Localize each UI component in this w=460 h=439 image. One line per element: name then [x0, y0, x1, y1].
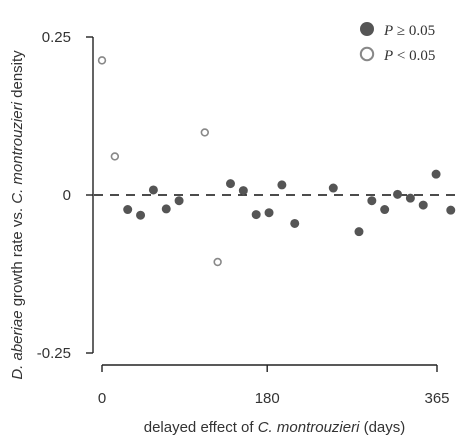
legend: P ≥ 0.05P < 0.05 — [359, 22, 435, 64]
y-tick-label: -0.25 — [37, 345, 71, 362]
point-filled — [277, 180, 287, 190]
y-axis-label-italic2: C. montrouzieri — [9, 101, 26, 203]
y-axis-label-italic1: D. aberiae — [9, 310, 26, 379]
legend-label-var: P — [383, 23, 393, 39]
point-filled — [431, 169, 441, 179]
x-axis-label-post: (days) — [359, 419, 405, 436]
point-open — [110, 152, 120, 161]
point-filled — [380, 205, 390, 215]
point-filled — [174, 196, 184, 206]
legend-label: P ≥ 0.05 — [383, 23, 435, 39]
point-filled — [148, 185, 158, 195]
x-tick-label: 365 — [424, 390, 449, 407]
data-points — [97, 56, 456, 267]
point-filled — [354, 227, 364, 237]
point-filled — [251, 210, 261, 220]
legend-marker-open — [359, 46, 375, 62]
x-axis-label: delayed effect of C. montrouzieri (days) — [144, 419, 406, 436]
point-filled — [123, 205, 133, 215]
y-tick-label: 0.25 — [42, 29, 71, 46]
point-filled — [264, 208, 274, 218]
legend-marker-filled — [360, 22, 374, 36]
axes: 0.25 0 -0.25 0 180 365 — [37, 29, 450, 407]
point-filled — [238, 186, 248, 196]
x-axis-label-pre: delayed effect of — [144, 419, 258, 436]
point-open — [97, 56, 107, 65]
legend-label-op: ≥ 0.05 — [393, 23, 435, 39]
point-filled — [418, 200, 428, 210]
legend-label-op: < 0.05 — [393, 48, 435, 64]
x-tick-label: 180 — [255, 390, 280, 407]
point-filled — [446, 205, 456, 215]
y-axis-label-mid: growth rate vs. — [9, 204, 26, 311]
legend-label: P < 0.05 — [383, 48, 435, 64]
point-filled — [405, 193, 415, 203]
point-filled — [290, 218, 300, 228]
y-tick-label: 0 — [63, 187, 71, 204]
legend-label-var: P — [383, 48, 393, 64]
x-axis-label-italic: C. montrouzieri — [258, 419, 360, 436]
point-filled — [367, 196, 377, 206]
point-filled — [136, 210, 146, 220]
point-filled — [393, 189, 403, 199]
point-open — [213, 257, 222, 267]
point-filled — [328, 183, 338, 193]
x-tick-label: 0 — [98, 390, 106, 407]
point-filled — [225, 179, 235, 189]
y-axis-label: D. aberiae growth rate vs. C. montrouzie… — [9, 50, 26, 380]
point-filled — [161, 204, 171, 214]
y-axis-label-post: density — [9, 50, 26, 102]
point-open — [200, 128, 209, 137]
